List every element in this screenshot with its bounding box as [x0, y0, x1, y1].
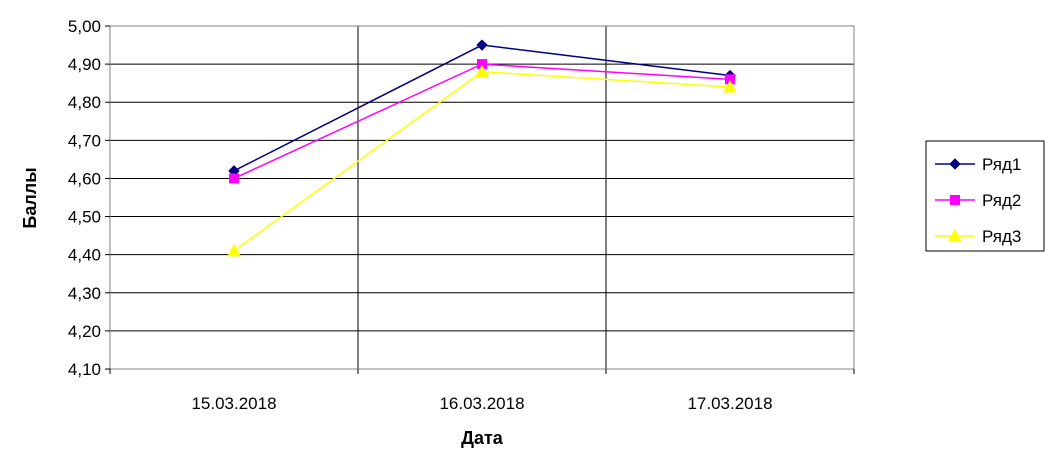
y-axis-ticks: 4,10 4,20 4,30 4,40 4,50 4,60 4,70 4,80 4,90 5,00	[68, 17, 110, 379]
legend: Ряд1 Ряд2 Ряд3	[925, 140, 1045, 252]
data-point-marker	[229, 173, 239, 184]
vertical-gridlines	[357, 26, 607, 369]
x-axis-ticks: 15.03.2018 16.03.2018 17.03.2018	[109, 369, 855, 413]
y-tick-label: 4,10	[68, 360, 101, 379]
y-tick-label: 4,40	[68, 246, 101, 265]
y-tick-label: 4,90	[68, 55, 101, 74]
data-point-marker	[476, 39, 488, 51]
x-tick-label: 15.03.2018	[191, 394, 276, 413]
legend-box	[925, 140, 1045, 252]
data-point-marker	[949, 158, 961, 170]
y-tick-label: 5,00	[68, 17, 101, 36]
x-axis-title: Дата	[461, 428, 504, 448]
data-point-marker	[948, 228, 962, 242]
plot-border	[109, 25, 855, 370]
legend-label: Ряд2	[982, 191, 1021, 210]
y-tick-label: 4,50	[68, 208, 101, 227]
x-tick-label: 17.03.2018	[687, 394, 772, 413]
data-point-marker	[227, 243, 241, 257]
y-tick-label: 4,30	[68, 284, 101, 303]
legend-label: Ряд1	[982, 155, 1021, 174]
data-point-marker	[950, 195, 960, 205]
y-tick-label: 4,70	[68, 131, 101, 150]
y-tick-label: 4,20	[68, 322, 101, 341]
x-tick-label: 16.03.2018	[439, 394, 524, 413]
legend-label: Ряд3	[982, 227, 1021, 246]
data-point-marker	[475, 64, 489, 78]
y-tick-label: 4,80	[68, 93, 101, 112]
plot-area	[110, 26, 854, 369]
y-axis-title: Баллы	[20, 167, 40, 228]
series-group	[227, 39, 737, 257]
data-point-marker	[723, 79, 737, 93]
y-tick-label: 4,60	[68, 169, 101, 188]
